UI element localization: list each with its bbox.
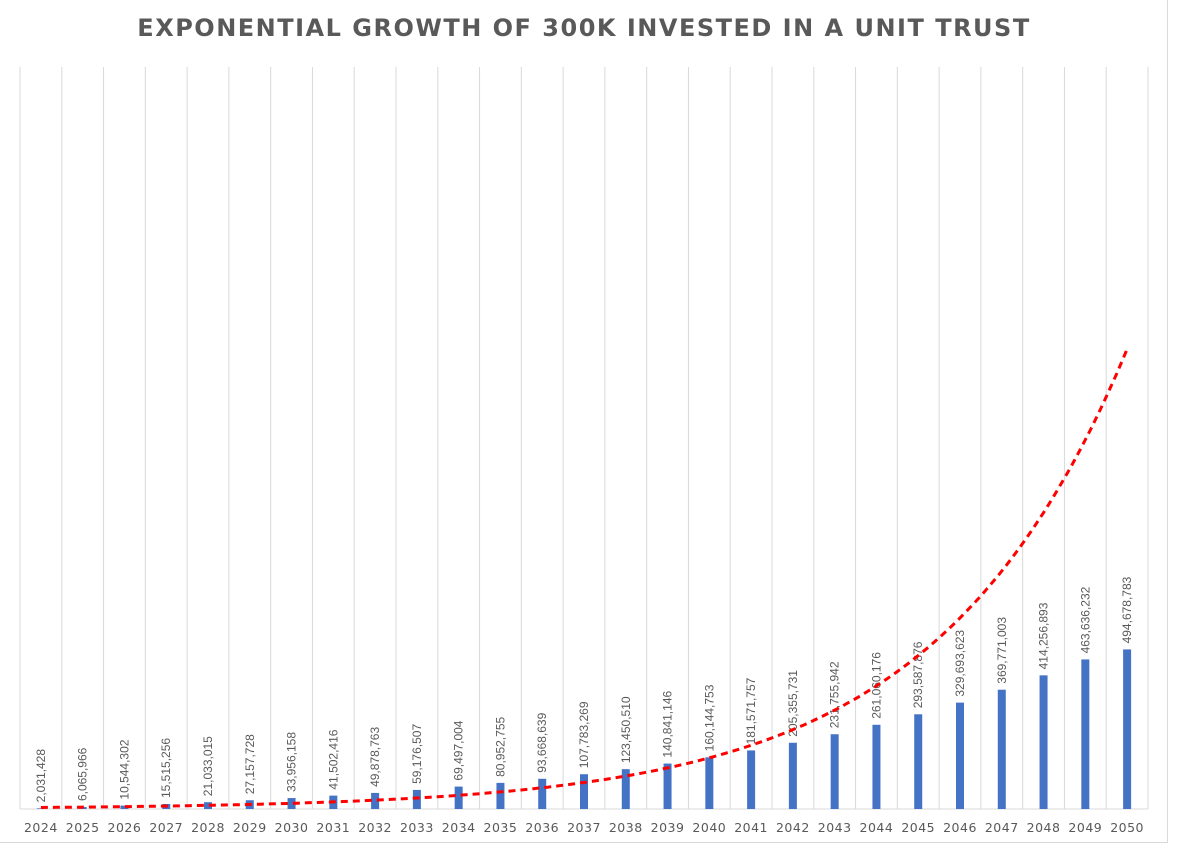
bar-2036	[538, 778, 547, 809]
x-tick-2032: 2032	[358, 820, 392, 835]
bar-2028	[204, 802, 212, 809]
data-label-2049: 463,636,232	[1078, 586, 1092, 653]
bar-2035	[496, 782, 505, 809]
bar-2024	[36, 808, 45, 809]
data-label-2027: 15,515,256	[159, 738, 173, 798]
data-label-2028: 21,033,015	[201, 736, 215, 796]
x-tick-2042: 2042	[776, 820, 810, 835]
bar-2034	[454, 786, 463, 809]
data-label-2036: 93,668,639	[535, 712, 549, 772]
data-label-2033: 59,176,507	[410, 724, 424, 784]
x-tick-2050: 2050	[1110, 820, 1144, 835]
data-label-2035: 80,952,755	[493, 716, 507, 776]
bar-2048	[1039, 675, 1048, 809]
data-label-2026: 10,544,302	[117, 739, 131, 799]
x-tick-2049: 2049	[1068, 820, 1102, 835]
data-label-2048: 414,256,893	[1037, 602, 1051, 669]
x-tick-2048: 2048	[1027, 820, 1061, 835]
bar-2045	[914, 714, 923, 809]
bar-2049	[1081, 659, 1090, 809]
bar-2042	[788, 742, 797, 809]
bar-2026	[120, 805, 129, 809]
x-tick-2033: 2033	[400, 820, 434, 835]
x-tick-2046: 2046	[943, 820, 977, 835]
bar-2037	[580, 774, 588, 809]
data-label-2042: 205,355,731	[786, 670, 800, 737]
x-tick-2024: 2024	[24, 820, 58, 835]
data-label-2025: 6,065,966	[76, 747, 90, 801]
data-label-2039: 140,841,146	[661, 691, 675, 758]
data-label-2046: 329,693,623	[953, 630, 967, 697]
data-label-2029: 27,157,728	[243, 734, 257, 794]
data-label-2034: 69,497,004	[452, 720, 466, 780]
data-label-2024: 2,031,428	[34, 749, 48, 803]
data-label-2047: 369,771,003	[995, 617, 1009, 684]
chart-title: EXPONENTIAL GROWTH OF 300K INVESTED IN A…	[137, 14, 1031, 42]
x-tick-2027: 2027	[149, 820, 183, 835]
bar-2044	[872, 724, 881, 809]
bar-2041	[747, 750, 756, 809]
x-tick-2031: 2031	[316, 820, 350, 835]
bar-2032	[371, 792, 380, 809]
x-tick-2038: 2038	[609, 820, 643, 835]
bar-2039	[663, 763, 672, 809]
trendline	[40, 348, 1129, 809]
x-tick-2035: 2035	[484, 820, 518, 835]
bar-2043	[830, 734, 839, 809]
x-tick-2039: 2039	[651, 820, 685, 835]
data-label-2050: 494,678,783	[1120, 576, 1134, 643]
x-tick-2047: 2047	[985, 820, 1019, 835]
data-label-2032: 49,878,763	[368, 727, 382, 787]
bar-2047	[997, 689, 1006, 809]
x-tick-2044: 2044	[860, 820, 894, 835]
data-label-2031: 41,502,416	[326, 729, 340, 789]
data-label-2038: 123,450,510	[619, 696, 633, 763]
bar-2040	[705, 757, 714, 809]
data-label-2041: 181,571,757	[744, 677, 758, 744]
data-label-2037: 107,783,269	[577, 701, 591, 768]
x-tick-2043: 2043	[818, 820, 852, 835]
bar-2046	[956, 702, 964, 809]
x-tick-2040: 2040	[692, 820, 726, 835]
x-tick-2045: 2045	[901, 820, 935, 835]
x-tick-2037: 2037	[567, 820, 601, 835]
bar-2050	[1123, 649, 1132, 809]
x-tick-2025: 2025	[66, 820, 100, 835]
x-tick-2034: 2034	[442, 820, 476, 835]
data-label-2040: 160,144,753	[702, 684, 716, 751]
x-tick-2036: 2036	[525, 820, 559, 835]
data-label-2043: 231,755,942	[828, 661, 842, 728]
x-tick-2041: 2041	[734, 820, 768, 835]
x-tick-2026: 2026	[108, 820, 142, 835]
x-tick-2028: 2028	[191, 820, 225, 835]
bar-2038	[621, 769, 630, 809]
data-label-2030: 33,956,158	[285, 732, 299, 792]
x-tick-2030: 2030	[275, 820, 309, 835]
bar-2030	[287, 798, 296, 809]
x-tick-2029: 2029	[233, 820, 267, 835]
